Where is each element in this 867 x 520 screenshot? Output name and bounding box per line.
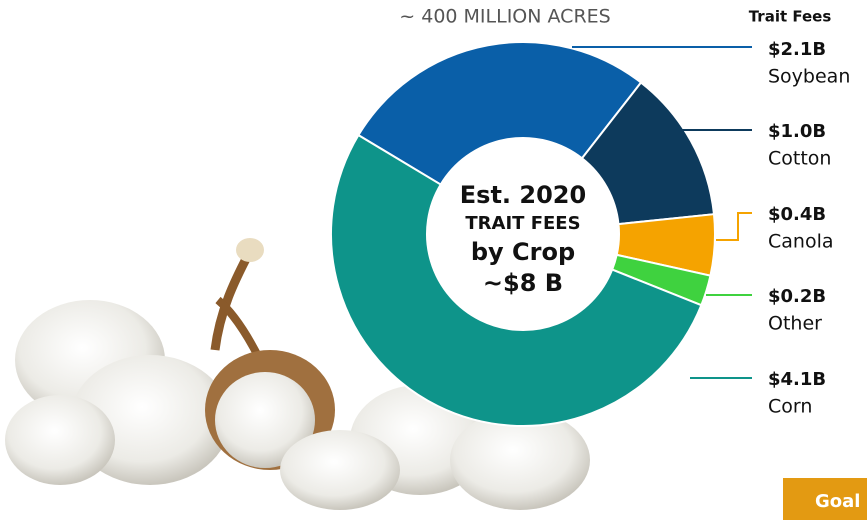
- center-label: by Crop: [471, 238, 575, 266]
- center-label: ~$8 B: [483, 269, 563, 297]
- legend-title: Trait Fees: [749, 8, 832, 26]
- center-label: Est. 2020: [460, 181, 586, 209]
- value-label: $1.0B: [768, 121, 826, 142]
- donut-chart: $2.1B Soybean $1.0B Cotton $0.4B Canola $0.2B O…: [330, 39, 850, 427]
- value-label: $0.2B: [768, 286, 826, 307]
- value-label: $2.1B: [768, 39, 826, 60]
- legend-label: Corn: [768, 396, 812, 418]
- legend-label: Soybean: [768, 66, 850, 88]
- subtitle: ~ 400 MILLION ACRES: [399, 6, 610, 28]
- donut-slice: [357, 41, 643, 186]
- center-label: TRAIT FEES: [465, 213, 580, 234]
- legend-label: Cotton: [768, 148, 831, 170]
- leader-line: [716, 212, 752, 241]
- goal-button[interactable]: [783, 478, 867, 520]
- legend-label: Other: [768, 313, 822, 335]
- value-label: $0.4B: [768, 204, 826, 225]
- goal-button-label[interactable]: Goal: [815, 491, 860, 512]
- legend-label: Canola: [768, 231, 834, 253]
- value-label: $4.1B: [768, 369, 826, 390]
- donut-slice: [330, 133, 703, 427]
